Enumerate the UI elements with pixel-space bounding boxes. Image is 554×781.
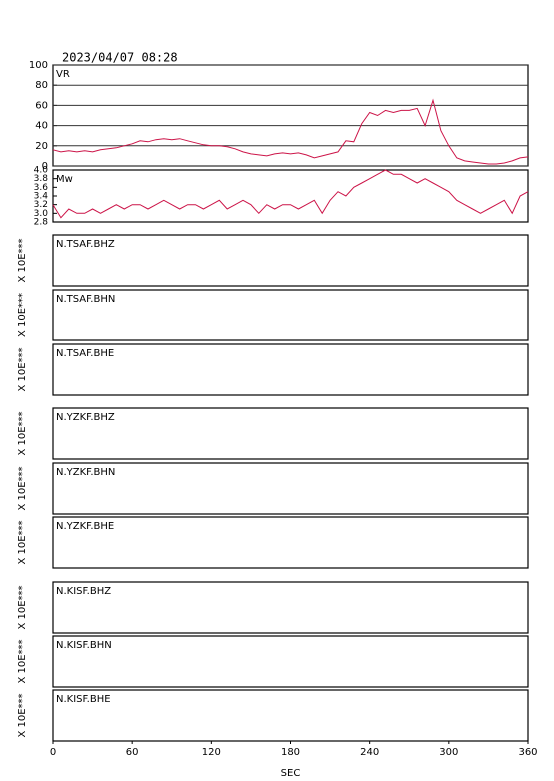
panel-frame [52,64,529,167]
chart-title: 2023/04/07 08:28 [62,51,178,65]
y-axis-label: X 10E*** [17,411,28,455]
panel-label: N.YZKF.BHZ [56,412,115,423]
panel-frame [52,635,529,688]
y-axis-label: X 10E*** [17,520,28,564]
y-tick-label: 60 [35,100,48,111]
x-tick-label: 60 [126,747,139,758]
x-tick-label: 120 [202,747,221,758]
panel-label: N.KISF.BHZ [56,586,111,597]
series-line [52,98,529,165]
y-axis-label: X 10E*** [17,238,28,282]
panel-frame [52,343,529,396]
panel-label: N.YZKF.BHE [56,521,114,532]
y-tick-label: 40 [35,121,48,132]
panel-frame [52,462,529,515]
series-name: VR [56,69,70,80]
series-line [52,169,529,219]
panel-label: N.TSAF.BHN [56,294,115,305]
x-tick-label: 180 [281,747,300,758]
panel-frame [52,407,529,460]
panel-label: N.TSAF.BHZ [56,239,115,250]
panel-frame [52,581,529,634]
panel-frame [52,234,529,287]
panel-frame [52,289,529,341]
y-axis-label: X 10E*** [17,466,28,510]
y-tick-label: 4.0 [34,166,49,176]
panel-label: N.KISF.BHN [56,640,112,651]
x-tick-label: 360 [518,747,537,758]
y-axis-label: X 10E*** [17,293,28,337]
y-tick-label: 0 [42,161,48,172]
y-tick-label: 2.8 [34,218,49,228]
y-tick-label: 100 [29,60,48,71]
x-tick-label: 300 [439,747,458,758]
x-tick-label: 240 [360,747,379,758]
y-axis-label: X 10E*** [17,639,28,683]
x-axis-label: SEC [281,768,301,779]
y-axis-label: X 10E*** [17,347,28,391]
y-tick-label: 3.0 [34,209,49,219]
x-tick-label: 0 [50,747,56,758]
y-axis-label: X 10E*** [17,585,28,629]
y-tick-label: 3.2 [34,200,48,210]
y-axis-label: X 10E*** [17,693,28,737]
y-tick-label: 20 [35,141,48,152]
y-tick-label: 80 [35,80,48,91]
y-tick-label: 3.6 [34,183,49,193]
panel-label: N.YZKF.BHN [56,467,115,478]
panel-frame [52,689,529,742]
y-tick-label: 3.8 [34,174,49,184]
panel-frame [52,169,529,223]
panel-label: N.TSAF.BHE [56,348,114,359]
panel-frame [52,516,529,569]
panel-label: N.KISF.BHE [56,694,111,705]
series-name: Mw [56,174,73,185]
y-tick-label: 3.4 [34,192,49,202]
